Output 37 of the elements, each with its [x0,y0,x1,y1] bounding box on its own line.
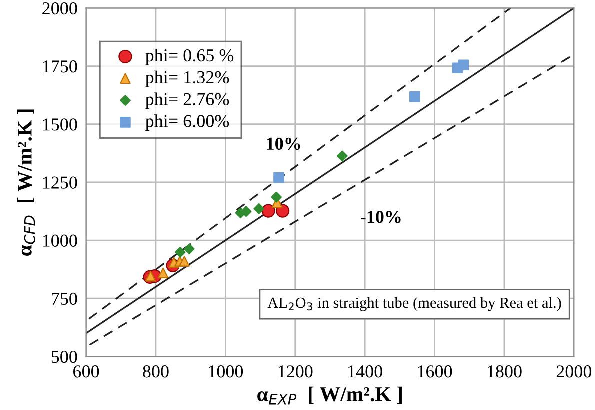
y-axis-title: α$_{CFD}$ [ W/m².K ] [17,110,36,256]
point [158,268,169,278]
y-tick-label: 750 [52,292,78,306]
x-tick-label: 1600 [418,366,452,378]
annotation: 10% [267,138,300,150]
legend-label: phi= 1.32% [146,70,230,88]
point [174,246,186,258]
x-tick-label: 1200 [278,366,313,378]
point [145,270,156,282]
legend-label: phi= 0.65 % [146,48,234,66]
annotation: AL$_{2}$O$_{3}$ in straight tube (measured by Rea et al.) [268,297,562,312]
y-tick-label: 1750 [43,60,78,73]
point [276,204,290,218]
point [184,244,195,255]
legend-label: phi= 2.76% [146,92,230,110]
point [274,172,284,184]
x-tick-label: 1000 [209,366,244,378]
y-tick-label: 2000 [42,2,78,15]
point [409,92,420,102]
y-tick-label: 1250 [43,176,78,189]
y-tick-label: 500 [52,350,78,364]
point [458,60,470,71]
annotation: -10% [361,211,401,224]
y-tick-label: 1500 [43,118,78,131]
x-tick-label: 1400 [348,366,382,378]
point [262,204,276,218]
point [271,192,282,203]
x-tick-label: 2000 [556,366,592,378]
x-axis-title: α$_{EXP}$ [ W/m².K ] [258,386,402,405]
x-tick-label: 600 [74,366,100,378]
x-tick-label: 1800 [488,366,522,378]
point [179,256,190,267]
point [336,150,348,162]
y-tick-label: 1000 [43,234,78,247]
x-tick-label: 800 [143,366,169,378]
point [254,203,265,214]
legend-label: phi= 6.00% [146,114,230,132]
